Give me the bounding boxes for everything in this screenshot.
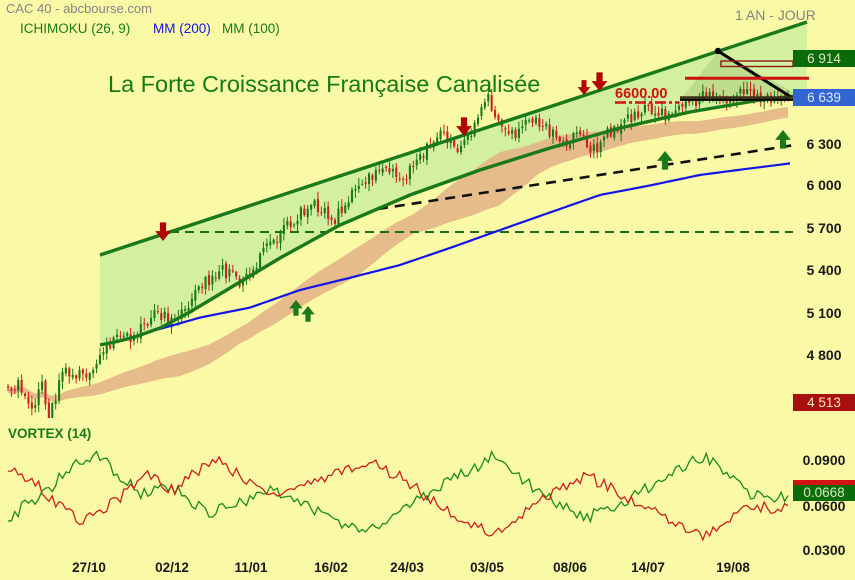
svg-text:02/12: 02/12 bbox=[155, 560, 189, 575]
svg-text:5 700: 5 700 bbox=[806, 220, 841, 236]
svg-text:24/03: 24/03 bbox=[390, 560, 424, 575]
svg-text:CAC 40 - abcbourse.com: CAC 40 - abcbourse.com bbox=[6, 1, 152, 16]
svg-text:6600.00: 6600.00 bbox=[615, 86, 667, 102]
svg-text:VORTEX (14): VORTEX (14) bbox=[8, 426, 91, 441]
svg-text:6 000: 6 000 bbox=[806, 177, 841, 193]
svg-text:0.0600: 0.0600 bbox=[803, 498, 846, 514]
svg-text:19/08: 19/08 bbox=[716, 560, 750, 575]
svg-text:5 100: 5 100 bbox=[806, 305, 841, 321]
svg-text:0.0900: 0.0900 bbox=[803, 452, 846, 468]
svg-text:MM (100): MM (100) bbox=[222, 21, 280, 36]
svg-text:03/05: 03/05 bbox=[470, 560, 504, 575]
svg-text:4 800: 4 800 bbox=[806, 347, 841, 363]
svg-text:1 AN - JOUR: 1 AN - JOUR bbox=[735, 7, 816, 23]
svg-text:11/01: 11/01 bbox=[234, 560, 268, 575]
svg-text:6 639: 6 639 bbox=[807, 90, 841, 105]
svg-text:16/02: 16/02 bbox=[314, 560, 348, 575]
svg-text:08/06: 08/06 bbox=[553, 560, 587, 575]
svg-text:5 400: 5 400 bbox=[806, 262, 841, 278]
svg-text:0.0300: 0.0300 bbox=[803, 542, 846, 558]
svg-text:6 300: 6 300 bbox=[806, 136, 841, 152]
svg-text:6 914: 6 914 bbox=[807, 51, 841, 66]
svg-text:4 513: 4 513 bbox=[807, 395, 841, 410]
svg-text:La Forte Croissance Française: La Forte Croissance Française Canalisée bbox=[108, 71, 540, 97]
svg-text:ICHIMOKU (26, 9): ICHIMOKU (26, 9) bbox=[20, 21, 130, 36]
svg-text:14/07: 14/07 bbox=[631, 560, 665, 575]
svg-text:27/10: 27/10 bbox=[72, 560, 106, 575]
svg-text:MM (200): MM (200) bbox=[153, 21, 211, 36]
